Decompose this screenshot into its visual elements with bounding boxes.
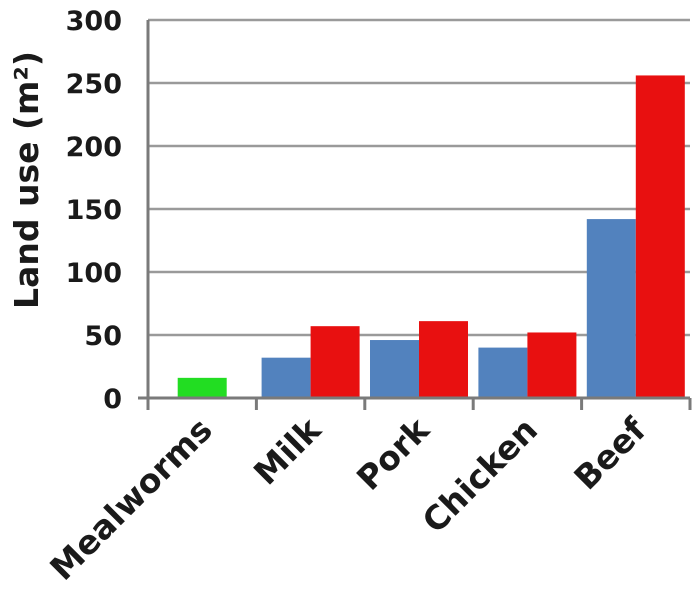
bar-mealworms xyxy=(177,377,227,398)
x-category-label: Beef xyxy=(566,410,654,498)
y-tick-label: 0 xyxy=(103,384,122,415)
y-axis-title: Land use (m²) xyxy=(7,51,46,309)
bar-chicken xyxy=(478,347,528,398)
x-category-label: Mealworms xyxy=(42,410,220,588)
x-category-label: Milk xyxy=(246,409,329,492)
y-tick-label: 250 xyxy=(66,69,122,100)
axes xyxy=(138,20,692,410)
y-tick-label: 300 xyxy=(66,6,122,37)
bar-beef xyxy=(586,219,636,398)
y-tick-label: 100 xyxy=(66,258,122,289)
y-tick-label: 50 xyxy=(84,321,122,352)
bar-pork xyxy=(419,321,468,398)
bar-chicken xyxy=(527,332,577,398)
bar-beef xyxy=(635,75,685,398)
x-category-label: Chicken xyxy=(415,410,545,540)
bar-milk xyxy=(310,326,360,398)
y-tick-label: 200 xyxy=(66,132,122,163)
bar-pork xyxy=(370,340,419,398)
x-category-label: Pork xyxy=(349,409,437,497)
y-tick-label: 150 xyxy=(66,195,122,226)
bar-milk xyxy=(261,357,311,398)
bars xyxy=(177,75,685,398)
y-tick-labels: 0 50 100 150 200 250 300 xyxy=(66,6,122,415)
